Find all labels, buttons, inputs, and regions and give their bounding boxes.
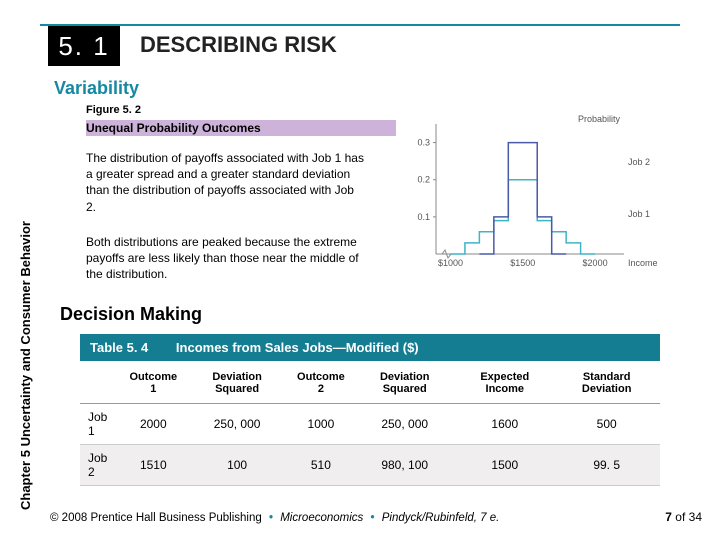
table-col-3: Outcome 2	[289, 361, 354, 404]
table-cell: 980, 100	[353, 445, 456, 486]
table-title: Incomes from Sales Jobs—Modified ($)	[176, 340, 419, 355]
figure-caption: Unequal Probability Outcomes	[86, 120, 261, 136]
sidebar-chapter-label: Chapter 5 Uncertainty and Consumer Behav…	[18, 221, 33, 510]
table-row: Job 1 2000 250, 000 1000 250, 000 1600 5…	[80, 404, 660, 445]
svg-text:0.3: 0.3	[417, 138, 430, 148]
table-cell: 1510	[121, 445, 186, 486]
table-cell: 1000	[289, 404, 354, 445]
separator-dot: •	[366, 512, 378, 524]
table-cell: 100	[186, 445, 289, 486]
section-number-box: 5. 1	[48, 26, 120, 66]
table-title-row: Table 5. 4 Incomes from Sales Jobs—Modif…	[80, 334, 660, 361]
table-col-1: Outcome 1	[121, 361, 186, 404]
table-row: Job 2 1510 100 510 980, 100 1500 99. 5	[80, 445, 660, 486]
table-header-row: Outcome 1 Deviation Squared Outcome 2 De…	[80, 361, 660, 404]
table-col-2: Deviation Squared	[186, 361, 289, 404]
copyright-authors: Pindyck/Rubinfeld, 7 e.	[382, 512, 500, 524]
copyright-line: © 2008 Prentice Hall Business Publishing…	[50, 512, 499, 524]
top-border	[40, 24, 680, 26]
svg-text:Probability: Probability	[578, 114, 621, 124]
table-cell: 2000	[121, 404, 186, 445]
table-cell: Job 2	[80, 445, 121, 486]
figure-label: Figure 5. 2	[86, 104, 141, 116]
table-col-0	[80, 361, 121, 404]
table-col-6: Standard Deviation	[553, 361, 660, 404]
body-paragraph-1: The distribution of payoffs associated w…	[86, 150, 366, 215]
table-cell: Job 1	[80, 404, 121, 445]
page-total: 34	[689, 510, 702, 524]
subheading-variability: Variability	[54, 78, 139, 99]
table-cell: 1500	[456, 445, 553, 486]
table-cell: 99. 5	[553, 445, 660, 486]
svg-text:Income: Income	[628, 258, 658, 268]
table-number: Table 5. 4	[90, 340, 172, 355]
decision-making-heading: Decision Making	[60, 304, 202, 325]
copyright-book: Microeconomics	[280, 512, 363, 524]
copyright-publisher: © 2008 Prentice Hall Business Publishing	[50, 512, 262, 524]
svg-text:Job 1: Job 1	[628, 209, 650, 219]
table-col-4: Deviation Squared	[353, 361, 456, 404]
table-cell: 1600	[456, 404, 553, 445]
svg-text:Job 2: Job 2	[628, 157, 650, 167]
table-cell: 250, 000	[353, 404, 456, 445]
probability-chart: 0.1 0.2 0.3 $1000 $1500 $2000 Income Probabilit…	[400, 110, 660, 280]
incomes-table: Table 5. 4 Incomes from Sales Jobs—Modif…	[80, 334, 660, 486]
svg-text:0.1: 0.1	[417, 212, 430, 222]
separator-dot: •	[265, 512, 277, 524]
page-number: 7 of 34	[665, 510, 702, 524]
body-paragraph-2: Both distributions are peaked because th…	[86, 234, 366, 283]
svg-text:0.2: 0.2	[417, 175, 430, 185]
table-col-5: Expected Income	[456, 361, 553, 404]
table-cell: 250, 000	[186, 404, 289, 445]
svg-text:$2000: $2000	[583, 258, 608, 268]
page-title: DESCRIBING RISK	[140, 32, 337, 58]
page-current: 7	[665, 510, 672, 524]
chart-svg: 0.1 0.2 0.3 $1000 $1500 $2000 Income Probabilit…	[400, 110, 660, 280]
svg-text:$1000: $1000	[438, 258, 463, 268]
table-cell: 510	[289, 445, 354, 486]
table-cell: 500	[553, 404, 660, 445]
svg-text:$1500: $1500	[510, 258, 535, 268]
